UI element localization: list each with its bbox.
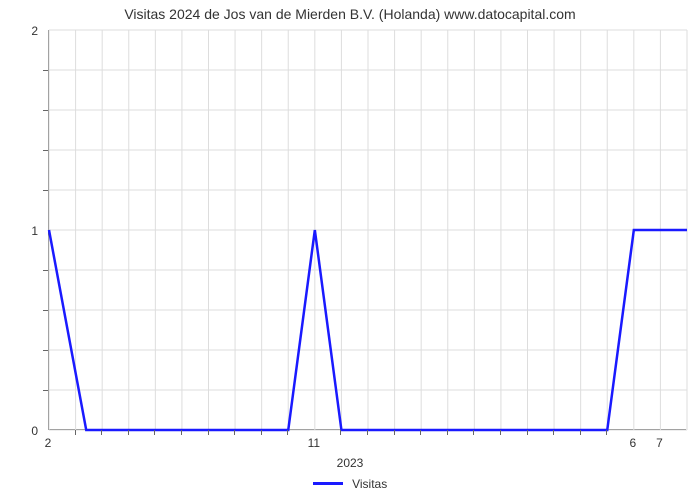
y-minor-tick (43, 350, 48, 351)
x-minor-tick (606, 430, 607, 435)
x-tick-label: 6 (629, 436, 636, 450)
legend-swatch (313, 482, 343, 485)
x-tick-label: 2 (45, 436, 52, 450)
y-tick-label: 1 (0, 224, 38, 238)
x-minor-tick (128, 430, 129, 435)
x-tick-label: 7 (656, 436, 663, 450)
x-minor-tick (208, 430, 209, 435)
x-minor-tick (420, 430, 421, 435)
x-minor-tick (394, 430, 395, 435)
x-minor-tick (553, 430, 554, 435)
y-minor-tick (43, 190, 48, 191)
y-minor-tick (43, 150, 48, 151)
plot-area (48, 30, 686, 430)
x-minor-tick (340, 430, 341, 435)
x-tick-label: 11 (308, 436, 320, 450)
x-minor-tick (234, 430, 235, 435)
y-minor-tick (43, 310, 48, 311)
y-tick-label: 2 (0, 24, 38, 38)
x-minor-tick (500, 430, 501, 435)
y-tick-label: 0 (0, 424, 38, 438)
x-minor-tick (527, 430, 528, 435)
legend-label: Visitas (352, 477, 387, 491)
x-minor-tick (101, 430, 102, 435)
y-minor-tick (43, 70, 48, 71)
x-minor-tick (287, 430, 288, 435)
y-minor-tick (43, 270, 48, 271)
x-minor-tick (154, 430, 155, 435)
x-minor-tick (367, 430, 368, 435)
x-axis-title: 2023 (0, 456, 700, 470)
visits-chart: Visitas 2024 de Jos van de Mierden B.V. … (0, 0, 700, 500)
chart-title: Visitas 2024 de Jos van de Mierden B.V. … (0, 6, 700, 22)
y-minor-tick (43, 390, 48, 391)
x-minor-tick (261, 430, 262, 435)
x-minor-tick (473, 430, 474, 435)
data-line (49, 30, 687, 430)
x-minor-tick (181, 430, 182, 435)
x-minor-tick (75, 430, 76, 435)
x-minor-tick (447, 430, 448, 435)
legend: Visitas (0, 476, 700, 491)
y-minor-tick (43, 110, 48, 111)
x-minor-tick (580, 430, 581, 435)
